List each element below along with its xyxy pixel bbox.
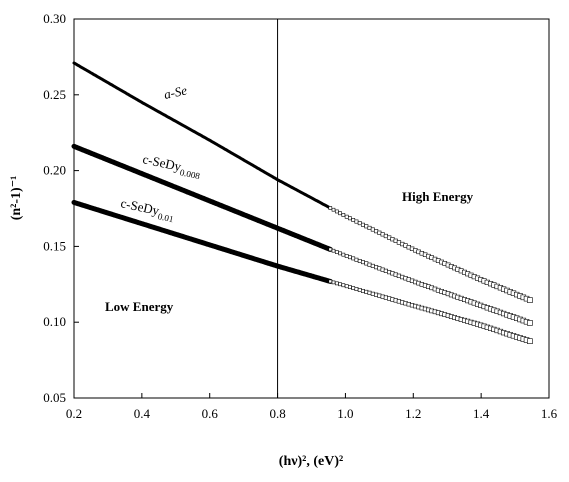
annotation-low-energy: Low Energy (105, 299, 174, 314)
data-point (339, 283, 342, 286)
data-point (339, 252, 342, 255)
series-line (74, 202, 330, 281)
data-point (365, 225, 368, 228)
data-point (355, 287, 358, 290)
data-point (329, 207, 332, 210)
data-point (329, 280, 332, 283)
y-tick-label: 0.20 (43, 163, 66, 178)
data-point (355, 220, 358, 223)
y-axis-title: (n²-1)⁻¹ (9, 176, 24, 221)
data-point (378, 231, 382, 235)
series-label-c-sedy-0-01-base: c-SeDy (119, 195, 161, 218)
data-point (368, 291, 371, 294)
data-point (335, 251, 338, 254)
data-point (361, 261, 364, 264)
annotation-high-energy: High Energy (402, 189, 474, 204)
y-tick-label: 0.10 (43, 314, 66, 329)
data-point (361, 289, 364, 292)
data-point (348, 217, 351, 220)
y-tick-label: 0.25 (43, 87, 66, 102)
data-point (378, 267, 382, 271)
data-point (352, 218, 355, 221)
data-point (352, 287, 355, 290)
data-point (348, 256, 351, 259)
data-point (371, 228, 374, 231)
data-point (345, 285, 348, 288)
x-tick-label: 0.8 (269, 406, 285, 421)
series-label-c-sedy-0-01-sub: 0.01 (157, 211, 174, 224)
data-point (378, 294, 382, 298)
x-tick-label: 1.6 (541, 406, 558, 421)
data-point (365, 262, 368, 265)
data-point (527, 339, 532, 344)
data-point (365, 290, 368, 293)
x-tick-label: 1.2 (405, 406, 421, 421)
data-point (335, 282, 338, 285)
series-1 (74, 63, 533, 303)
x-tick-label: 1.4 (473, 406, 490, 421)
data-point (355, 258, 358, 261)
x-axis-title: (hν)², (eV)² (279, 454, 343, 469)
x-tick-label: 1.0 (337, 406, 353, 421)
series-line (74, 63, 330, 208)
data-point (358, 259, 361, 262)
data-point (527, 320, 532, 325)
data-point (368, 263, 371, 266)
y-tick-label: 0.15 (43, 238, 66, 253)
data-point (352, 257, 355, 260)
data-point (342, 253, 345, 256)
data-point (329, 248, 332, 251)
data-point (358, 222, 361, 225)
y-tick-label: 0.05 (43, 390, 66, 405)
data-point (345, 254, 348, 257)
data-point (361, 223, 364, 226)
data-point (342, 284, 345, 287)
series-line (74, 146, 330, 249)
series-label-a-se-base: a-Se (163, 82, 189, 102)
data-point (339, 212, 342, 215)
x-tick-label: 0.2 (66, 406, 82, 421)
data-point (342, 213, 345, 216)
data-point (332, 281, 335, 284)
series-label-c-sedy-0-008-sub: 0.008 (179, 167, 201, 181)
data-point (368, 226, 371, 229)
data-point (335, 210, 338, 213)
data-point (332, 208, 335, 211)
y-tick-label: 0.30 (43, 11, 66, 26)
data-point (527, 298, 532, 303)
data-point (371, 264, 374, 267)
series-label-c-sedy-0-008-base: c-SeDy (141, 151, 183, 174)
data-point (332, 249, 335, 252)
series-label-a-se: a-Se (163, 82, 189, 102)
data-point (358, 288, 361, 291)
x-tick-label: 0.4 (134, 406, 151, 421)
data-point (348, 286, 351, 289)
x-tick-label: 0.6 (202, 406, 219, 421)
data-point (371, 292, 374, 295)
data-point (345, 215, 348, 218)
